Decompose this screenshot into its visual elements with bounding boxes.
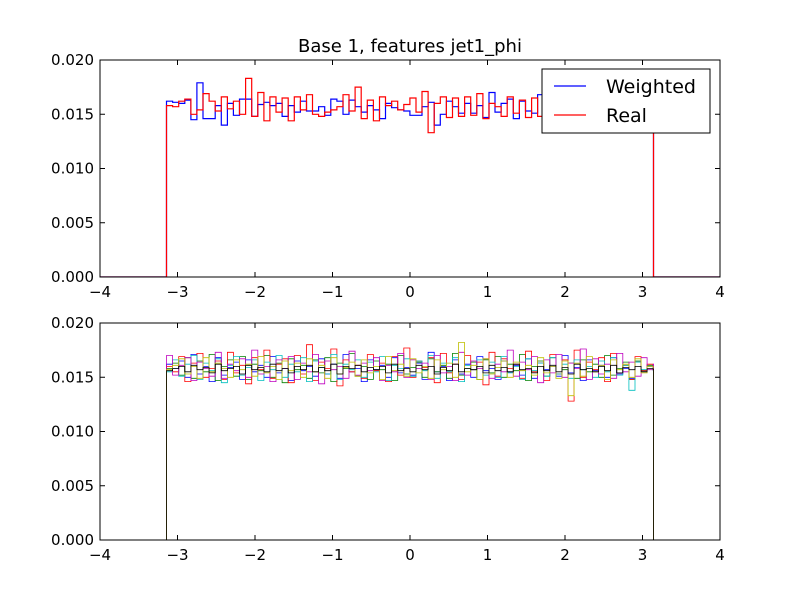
x-tick-label: 1 [483, 283, 493, 301]
x-tick-label: −1 [321, 546, 343, 564]
bottom-plot: −4 −3 −2 −1 0 1 2 3 4 0.000 0.005 0.010 0.015 0.020 [51, 314, 725, 564]
real-legend-label: Real [606, 105, 647, 127]
x-tick-label: −2 [244, 283, 266, 301]
x-tick-label: −4 [89, 546, 111, 564]
y-tick-label: 0.015 [51, 105, 94, 123]
legend-box [541, 68, 711, 134]
x-tick-label: 4 [715, 546, 725, 564]
y-tick-label: 0.010 [51, 423, 94, 441]
top-plot: −4 −3 −2 −1 0 1 2 3 4 0.000 0.005 0.010 0.015 0.020 We… [51, 51, 725, 301]
y-tick-label: 0.005 [51, 214, 94, 232]
x-tick-label: 1 [483, 546, 493, 564]
y-tick-label: 0.010 [51, 160, 94, 178]
x-tick-label: 3 [638, 283, 648, 301]
x-tick-label: −3 [166, 546, 188, 564]
y-tick-label: 0.020 [51, 51, 94, 69]
y-tick-label: 0.000 [51, 268, 94, 286]
weighted-legend-label: Weighted [606, 76, 696, 98]
chart-title: Base 1, features jet1_phi [298, 36, 522, 57]
x-tick-label: −2 [244, 546, 266, 564]
y-tick-label: 0.015 [51, 368, 94, 386]
x-tick-label: 2 [560, 546, 570, 564]
y-tick-label: 0.020 [51, 314, 94, 332]
x-tick-label: −3 [166, 283, 188, 301]
x-tick-label: 2 [560, 283, 570, 301]
plot-area [100, 342, 720, 540]
x-tick-label: −4 [89, 283, 111, 301]
y-tick-label: 0.000 [51, 531, 94, 549]
x-tick-label: 3 [638, 546, 648, 564]
x-tick-label: 0 [405, 283, 415, 301]
series-7-line [100, 363, 720, 540]
x-tick-label: 0 [405, 546, 415, 564]
x-tick-label: 4 [715, 283, 725, 301]
y-tick-label: 0.005 [51, 477, 94, 495]
x-tick-label: −1 [321, 283, 343, 301]
legend: Weighted Real [541, 68, 711, 134]
